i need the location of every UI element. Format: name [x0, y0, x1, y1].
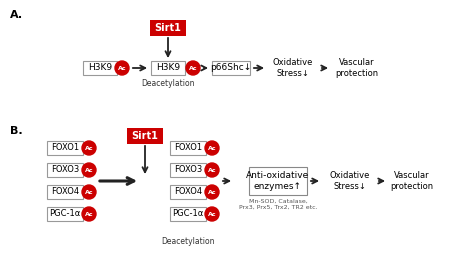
Circle shape [82, 141, 96, 155]
Circle shape [205, 207, 219, 221]
Text: Ac: Ac [85, 146, 93, 150]
FancyBboxPatch shape [170, 141, 206, 155]
Text: Mn-SOD, Catalase,
Prx3, Prx5, Trx2, TR2 etc.: Mn-SOD, Catalase, Prx3, Prx5, Trx2, TR2 … [239, 199, 317, 210]
FancyBboxPatch shape [150, 20, 186, 36]
Circle shape [186, 61, 200, 75]
Text: Deacetylation: Deacetylation [141, 79, 195, 88]
Circle shape [205, 163, 219, 177]
Circle shape [205, 185, 219, 199]
FancyBboxPatch shape [212, 61, 250, 75]
Text: Oxidative
Stress↓: Oxidative Stress↓ [330, 171, 370, 191]
FancyBboxPatch shape [127, 128, 163, 144]
Circle shape [115, 61, 129, 75]
Circle shape [82, 207, 96, 221]
FancyBboxPatch shape [249, 167, 307, 195]
Text: H3K9: H3K9 [156, 63, 180, 72]
Text: FOXO3: FOXO3 [51, 165, 79, 174]
FancyBboxPatch shape [47, 163, 83, 177]
Text: FOXO4: FOXO4 [51, 188, 79, 197]
Circle shape [82, 185, 96, 199]
Text: FOXO3: FOXO3 [174, 165, 202, 174]
Text: Vascular
protection: Vascular protection [336, 58, 379, 78]
Text: Ac: Ac [118, 66, 126, 70]
Text: Ac: Ac [208, 212, 216, 216]
FancyBboxPatch shape [170, 163, 206, 177]
Text: Ac: Ac [208, 146, 216, 150]
Text: B.: B. [10, 126, 23, 136]
Text: p66Shc↓: p66Shc↓ [210, 63, 252, 72]
Text: Oxidative
Stress↓: Oxidative Stress↓ [273, 58, 313, 78]
Text: FOXO1: FOXO1 [51, 143, 79, 152]
Text: Ac: Ac [189, 66, 197, 70]
Text: Ac: Ac [85, 167, 93, 173]
FancyBboxPatch shape [170, 185, 206, 199]
FancyBboxPatch shape [83, 61, 117, 75]
Text: H3K9: H3K9 [88, 63, 112, 72]
FancyBboxPatch shape [170, 207, 206, 221]
Text: PGC-1α: PGC-1α [173, 209, 204, 219]
Text: A.: A. [10, 10, 23, 20]
Text: Ac: Ac [208, 167, 216, 173]
Text: Ac: Ac [85, 189, 93, 195]
Circle shape [82, 163, 96, 177]
Text: PGC-1α: PGC-1α [49, 209, 81, 219]
Circle shape [205, 141, 219, 155]
Text: FOXO4: FOXO4 [174, 188, 202, 197]
Text: Deacetylation: Deacetylation [161, 237, 215, 246]
Text: FOXO1: FOXO1 [174, 143, 202, 152]
FancyBboxPatch shape [47, 207, 83, 221]
FancyBboxPatch shape [47, 185, 83, 199]
Text: Sirt1: Sirt1 [132, 131, 158, 141]
FancyBboxPatch shape [47, 141, 83, 155]
Text: Ac: Ac [208, 189, 216, 195]
Text: Sirt1: Sirt1 [155, 23, 182, 33]
Text: Vascular
protection: Vascular protection [391, 171, 434, 191]
FancyBboxPatch shape [151, 61, 185, 75]
Text: Anti-oxidative
enzymes↑: Anti-oxidative enzymes↑ [246, 171, 310, 191]
Text: Ac: Ac [85, 212, 93, 216]
